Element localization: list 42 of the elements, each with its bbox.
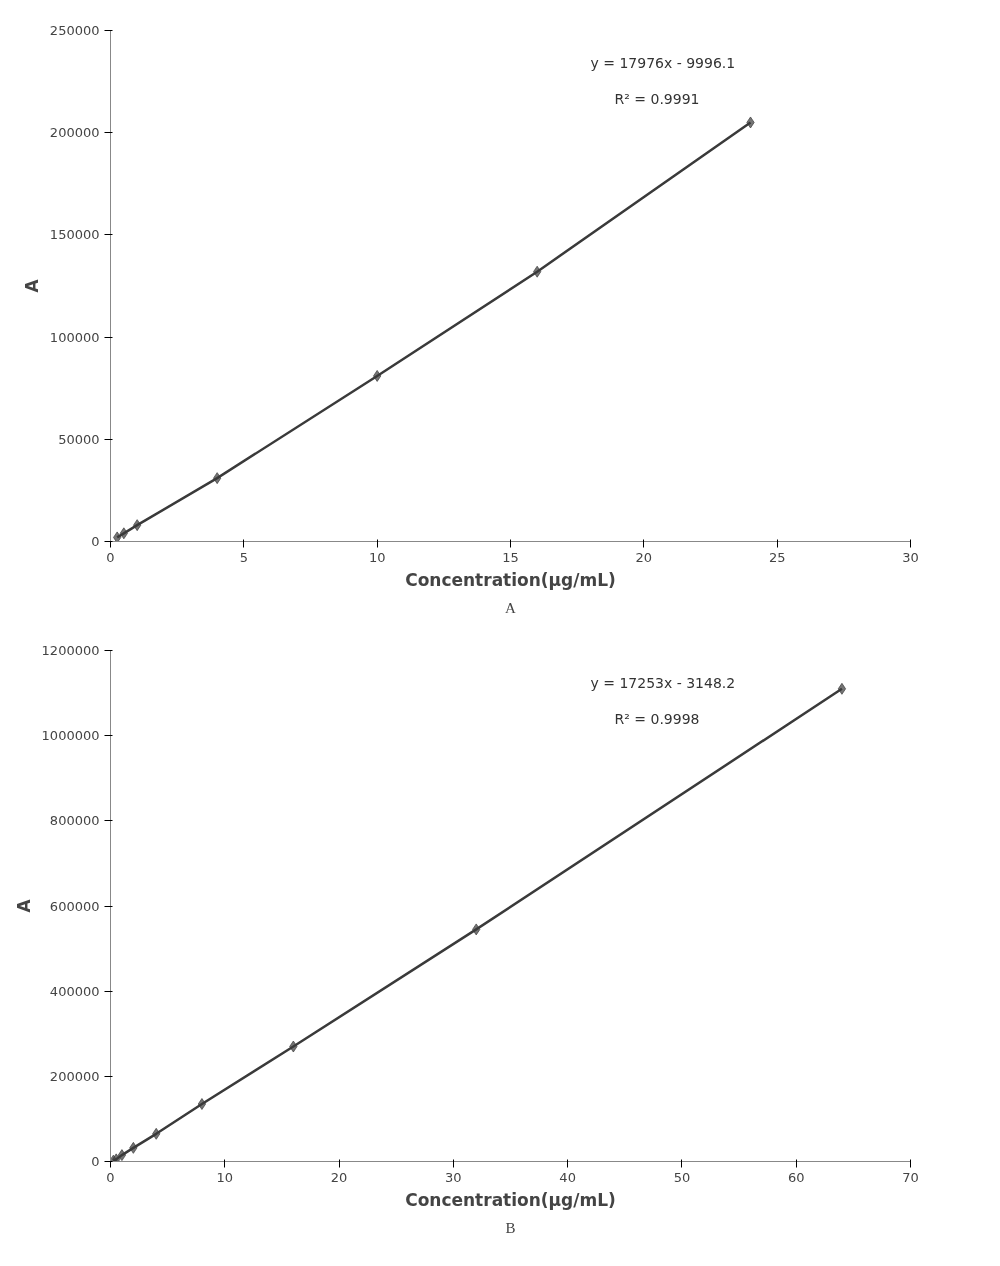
annotation: y = 17253x - 3148.2 xyxy=(590,675,736,692)
y-tick-label: 400000 xyxy=(49,983,100,999)
x-tick-label: 20 xyxy=(635,549,653,565)
y-tick-label: 0 xyxy=(91,1154,100,1169)
y-axis-title: A xyxy=(13,898,34,913)
point xyxy=(197,1098,207,1111)
x-tick-label: 60 xyxy=(787,1169,805,1185)
x-tick-label: 70 xyxy=(902,1169,919,1185)
annotation: R² = 0.9998 xyxy=(614,711,700,728)
point xyxy=(113,531,122,542)
x-axis-title: Concentration(μg/mL) xyxy=(405,569,616,590)
y-tick-label: 150000 xyxy=(49,227,100,243)
y-tick-label: 800000 xyxy=(49,813,100,829)
x-tick-label: 15 xyxy=(502,549,519,565)
annotation: y = 17976x - 9996.1 xyxy=(590,55,736,72)
x-tick-label: 0 xyxy=(106,549,115,565)
x-tick-label: 50 xyxy=(673,1169,691,1185)
x-tick-label: 5 xyxy=(239,549,248,565)
y-tick-label: 100000 xyxy=(49,329,100,345)
text: B xyxy=(505,1219,516,1236)
text: A xyxy=(505,599,517,616)
y-tick-label: 1200000 xyxy=(41,643,100,658)
point xyxy=(117,1149,127,1162)
x-tick-label: 10 xyxy=(216,1169,234,1185)
y-tick-label: 600000 xyxy=(49,898,100,914)
x-tick-label: 30 xyxy=(445,1169,462,1185)
x-tick-label: 0 xyxy=(106,1169,115,1185)
x-axis-title: Concentration(μg/mL) xyxy=(405,1189,616,1210)
x-tick-label: 25 xyxy=(768,549,786,565)
x-tick-label: 10 xyxy=(368,549,386,565)
y-tick-label: 250000 xyxy=(49,23,100,38)
point xyxy=(837,682,847,695)
y-tick-label: 50000 xyxy=(58,431,100,447)
x-tick-label: 30 xyxy=(902,549,919,565)
annotation: R² = 0.9991 xyxy=(614,91,700,108)
y-axis-title: A xyxy=(21,278,42,293)
y-tick-label: 1000000 xyxy=(41,728,100,744)
y-tick-label: 0 xyxy=(91,534,100,549)
x-tick-label: 40 xyxy=(559,1169,576,1185)
x-tick-label: 20 xyxy=(330,1169,348,1185)
y-tick-label: 200000 xyxy=(49,125,100,141)
y-tick-label: 200000 xyxy=(49,1068,100,1084)
